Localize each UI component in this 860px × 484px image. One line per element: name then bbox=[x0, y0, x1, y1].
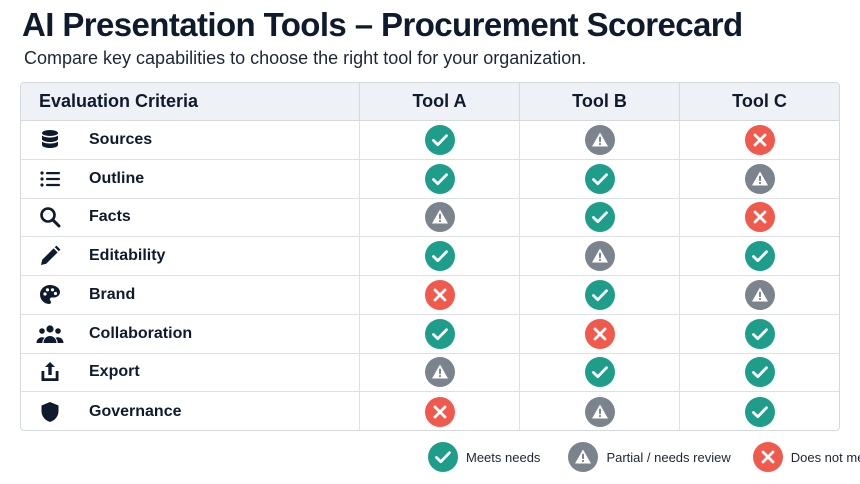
criteria-label: Governance bbox=[89, 402, 182, 420]
meets-needs-icon bbox=[424, 318, 455, 349]
table-row: Brand bbox=[21, 276, 839, 315]
criteria-cell: Governance bbox=[21, 392, 359, 430]
table-row: Governance bbox=[21, 392, 839, 430]
share-export-icon bbox=[35, 357, 65, 387]
meets-needs-icon bbox=[424, 124, 455, 155]
pencil-icon bbox=[35, 241, 65, 271]
tool-a-rating-cell bbox=[359, 353, 519, 392]
tool-a-rating-cell bbox=[359, 276, 519, 314]
tool-a-rating-cell bbox=[359, 159, 519, 198]
meets-needs-icon bbox=[584, 357, 615, 388]
criteria-label: Outline bbox=[89, 169, 145, 187]
meets-needs-icon bbox=[424, 241, 455, 272]
partial-warning-icon bbox=[568, 442, 606, 472]
criteria-label: Export bbox=[89, 363, 140, 381]
tool-b-rating-cell bbox=[519, 237, 679, 275]
table-row: Outline bbox=[21, 159, 839, 199]
meets-needs-icon bbox=[584, 163, 615, 194]
does-not-meet-icon bbox=[744, 202, 775, 233]
tool-c-rating-cell bbox=[679, 392, 839, 430]
legend: Meets needs Partial / needs review Does no… bbox=[428, 442, 860, 472]
tool-a-rating-cell bbox=[359, 237, 519, 275]
does-not-meet-icon bbox=[584, 318, 615, 349]
tool-a-column-header: Tool A bbox=[359, 83, 519, 120]
does-not-meet-icon bbox=[424, 279, 455, 310]
scorecard-table: Evaluation Criteria Tool A Tool B Tool C… bbox=[20, 82, 840, 431]
users-icon bbox=[35, 319, 65, 349]
tool-b-column-header: Tool B bbox=[519, 83, 679, 120]
does-not-meet-icon bbox=[752, 442, 791, 472]
tool-a-rating-cell bbox=[359, 198, 519, 237]
tool-c-rating-cell bbox=[679, 121, 839, 159]
shield-icon bbox=[35, 397, 65, 427]
table-row: Editability bbox=[21, 237, 839, 276]
criteria-label: Editability bbox=[89, 247, 166, 265]
meets-needs-icon bbox=[424, 163, 455, 194]
criteria-cell: Outline bbox=[21, 160, 359, 198]
meets-needs-icon bbox=[744, 241, 775, 272]
table-row: Export bbox=[21, 353, 839, 393]
tool-c-rating-cell bbox=[679, 237, 839, 275]
partial-warning-icon bbox=[584, 124, 615, 155]
criteria-cell: Export bbox=[21, 354, 359, 392]
list-icon bbox=[35, 164, 65, 194]
legend-label: Does not meet bbox=[790, 449, 860, 465]
tool-a-rating-cell bbox=[359, 314, 519, 353]
partial-warning-icon bbox=[744, 163, 775, 194]
partial-warning-icon bbox=[424, 202, 455, 233]
meets-needs-icon bbox=[584, 202, 615, 233]
meets-needs-icon bbox=[744, 318, 775, 349]
legend-item-not: Does not meet bbox=[752, 442, 860, 472]
tool-b-rating-cell bbox=[519, 198, 679, 237]
criteria-label: Facts bbox=[89, 208, 131, 226]
tool-c-rating-cell bbox=[679, 276, 839, 314]
criteria-label: Brand bbox=[89, 285, 136, 303]
meets-needs-icon bbox=[744, 396, 775, 427]
criteria-cell: Facts bbox=[21, 199, 359, 237]
meets-needs-icon bbox=[744, 357, 775, 388]
partial-warning-icon bbox=[744, 279, 775, 310]
database-icon bbox=[35, 125, 65, 155]
page-title: AI Presentation Tools – Procurement Scor… bbox=[22, 6, 743, 43]
page-subtitle: Compare key capabilities to choose the r… bbox=[24, 48, 587, 68]
legend-item-meets: Meets needs bbox=[428, 442, 540, 472]
partial-warning-icon bbox=[424, 357, 455, 388]
table-row: Sources bbox=[21, 121, 839, 160]
tool-c-rating-cell bbox=[679, 159, 839, 198]
tool-c-column-header: Tool C bbox=[679, 83, 839, 120]
does-not-meet-icon bbox=[424, 396, 455, 427]
table-body: Sources Outline Facts Editability Brand Colla… bbox=[21, 121, 839, 430]
criteria-column-header: Evaluation Criteria bbox=[39, 91, 199, 111]
tool-c-rating-cell bbox=[679, 353, 839, 392]
tool-b-rating-cell bbox=[519, 121, 679, 159]
legend-label: Meets needs bbox=[466, 449, 541, 465]
legend-item-partial: Partial / needs review bbox=[568, 442, 731, 472]
meets-needs-icon bbox=[584, 279, 615, 310]
tool-c-rating-cell bbox=[679, 314, 839, 353]
tool-a-rating-cell bbox=[359, 392, 519, 430]
tool-b-rating-cell bbox=[519, 314, 679, 353]
tool-b-rating-cell bbox=[519, 159, 679, 198]
tool-b-rating-cell bbox=[519, 392, 679, 430]
criteria-label: Collaboration bbox=[89, 324, 193, 342]
tool-b-rating-cell bbox=[519, 276, 679, 314]
partial-warning-icon bbox=[584, 241, 615, 272]
table-row: Collaboration bbox=[21, 314, 839, 354]
criteria-cell: Sources bbox=[21, 121, 359, 159]
does-not-meet-icon bbox=[744, 124, 775, 155]
legend-label: Partial / needs review bbox=[606, 449, 731, 465]
meets-needs-icon bbox=[428, 442, 466, 472]
search-icon bbox=[35, 202, 65, 232]
criteria-cell: Brand bbox=[21, 276, 359, 314]
table-header: Evaluation Criteria Tool A Tool B Tool C bbox=[21, 83, 839, 121]
tool-c-rating-cell bbox=[679, 198, 839, 237]
table-row: Facts bbox=[21, 198, 839, 238]
criteria-cell: Editability bbox=[21, 237, 359, 275]
palette-icon bbox=[35, 280, 65, 310]
criteria-cell: Collaboration bbox=[21, 315, 359, 353]
criteria-label: Sources bbox=[89, 130, 153, 148]
partial-warning-icon bbox=[584, 396, 615, 427]
tool-b-rating-cell bbox=[519, 353, 679, 392]
tool-a-rating-cell bbox=[359, 121, 519, 159]
